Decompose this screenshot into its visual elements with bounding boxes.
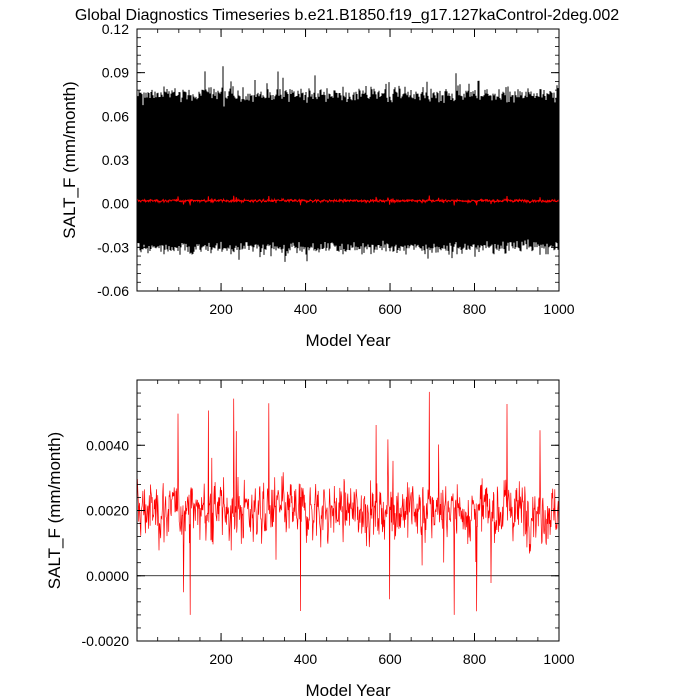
series-annual-mean-line — [137, 391, 559, 615]
y-tick-label: 0.09 — [102, 65, 129, 81]
plot-area — [137, 66, 559, 262]
y-tick-label: 0.0000 — [86, 568, 129, 584]
x-tick-label: 1000 — [543, 651, 574, 667]
x-tick-label: 800 — [463, 651, 487, 667]
y-tick-label: 0.0040 — [86, 437, 129, 453]
plot-area — [137, 391, 559, 615]
y-tick-label: -0.06 — [97, 283, 129, 299]
x-tick-label: 400 — [294, 301, 318, 317]
x-axis-label: Model Year — [305, 681, 390, 700]
y-tick-label: -0.0020 — [82, 633, 130, 649]
y-tick-label: 0.03 — [102, 152, 129, 168]
top-panel: -0.06 -0.03 0.00 0.03 0.06 0.09 0.12 200 400 600 8… — [60, 21, 575, 350]
y-tick-label: 0.12 — [102, 21, 129, 37]
x-tick-label: 400 — [294, 651, 318, 667]
y-axis-label: SALT_F (mm/month) — [45, 432, 64, 589]
y-tick-label: 0.00 — [102, 196, 129, 212]
series-annual-mean-line — [137, 195, 559, 206]
x-tick-label: 600 — [378, 301, 402, 317]
series-monthly-line — [137, 66, 559, 262]
y-axis-label: SALT_F (mm/month) — [60, 81, 79, 238]
y-tick-label: 0.0020 — [86, 503, 129, 519]
bottom-panel: -0.0020 0.0000 0.0020 0.0040 200 400 600 800 100… — [45, 379, 575, 700]
y-tick-label: -0.03 — [97, 239, 129, 255]
figure-title: Global Diagnostics Timeseries b.e21.B185… — [75, 7, 619, 24]
x-tick-label: 600 — [378, 651, 402, 667]
x-tick-label: 200 — [209, 651, 233, 667]
x-tick-label: 1000 — [543, 301, 574, 317]
x-tick-label: 200 — [209, 301, 233, 317]
x-axis-label: Model Year — [305, 331, 390, 350]
y-tick-label: 0.06 — [102, 108, 129, 124]
x-tick-label: 800 — [463, 301, 487, 317]
